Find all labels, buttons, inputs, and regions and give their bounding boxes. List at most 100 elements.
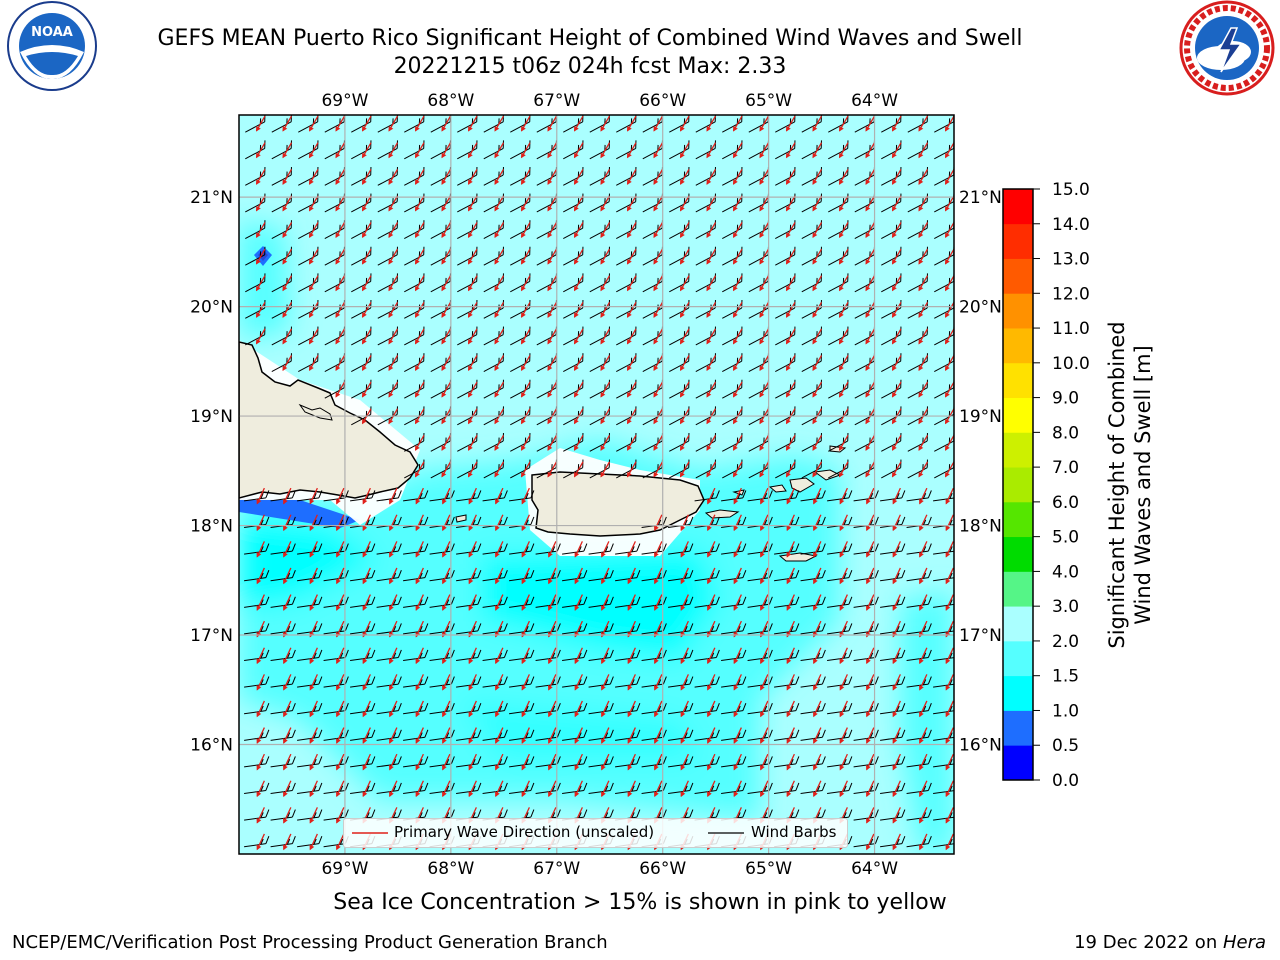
wave-arrow [944, 461, 954, 478]
wave-arrow [786, 753, 795, 771]
wave-arrow [919, 727, 928, 744]
wave-arrow [786, 674, 795, 691]
wave-arrow [759, 115, 770, 132]
wave-arrow [892, 780, 901, 798]
wind-barb [827, 623, 853, 635]
wave-arrow [892, 833, 901, 851]
wave-arrow [442, 647, 451, 665]
wind-barb [482, 782, 508, 795]
wave-arrow [441, 115, 452, 132]
wave-arrow [467, 461, 478, 478]
wind-barb [535, 676, 561, 688]
wind-barb [323, 649, 349, 662]
wind-barb [429, 729, 455, 741]
wind-barb [615, 649, 641, 662]
wind-barb [403, 543, 429, 555]
wave-arrow [415, 780, 424, 798]
wave-arrow [255, 168, 266, 185]
wind-barb [668, 596, 694, 608]
wind-barb [853, 490, 879, 502]
lat-tick-label: 19°N [190, 407, 233, 427]
wave-arrow [679, 461, 690, 478]
wave-arrow [362, 753, 371, 771]
wind-barb [297, 623, 323, 635]
wave-arrow [838, 381, 849, 398]
wind-barb [906, 835, 932, 848]
wave-arrow [336, 780, 345, 798]
wave-arrow [812, 168, 823, 185]
wave-arrow [732, 275, 743, 292]
wave-arrow [389, 727, 398, 744]
wave-arrow [414, 355, 425, 372]
wave-arrow [547, 115, 558, 132]
wave-arrow [573, 195, 584, 212]
wind-barb [641, 756, 667, 768]
wave-arrow [866, 674, 875, 691]
wind-barb [933, 732, 954, 741]
wind-barb [323, 756, 349, 768]
wave-arrow [573, 381, 584, 398]
wave-arrow [945, 727, 954, 744]
wave-arrow [256, 514, 265, 532]
wave-arrow [865, 142, 876, 159]
wave-arrow [521, 753, 530, 771]
wave-arrow [759, 328, 770, 345]
wave-arrow [785, 248, 796, 265]
wind-barb [244, 702, 270, 715]
wave-arrow [414, 195, 425, 212]
wind-barb [880, 835, 906, 848]
wave-arrow [494, 115, 505, 132]
wave-arrow [256, 647, 265, 665]
wave-arrow [521, 700, 530, 718]
wind-barb [721, 596, 747, 608]
wave-arrow [600, 461, 611, 478]
wave-arrow [494, 355, 505, 372]
wind-barb [933, 838, 954, 848]
wave-arrow [521, 514, 530, 532]
wind-barb [482, 676, 508, 688]
wave-arrow [680, 567, 689, 585]
wave-arrow [944, 195, 954, 212]
wave-arrow [309, 594, 318, 611]
wave-arrow [759, 275, 770, 292]
wind-barb [721, 649, 747, 662]
wind-barb [853, 623, 879, 635]
wave-arrow [654, 780, 663, 798]
wave-arrow [601, 780, 610, 798]
colorbar-tick-label: 13.0 [1052, 250, 1090, 270]
wind-barb [350, 569, 376, 582]
wind-barb [774, 569, 800, 582]
wave-arrow [786, 541, 795, 558]
wave-arrow [679, 195, 690, 212]
wave-arrow [626, 168, 637, 185]
wave-arrow [521, 487, 530, 505]
wave-arrow [467, 168, 478, 185]
wave-arrow [918, 115, 929, 132]
wind-barb [350, 756, 376, 768]
wave-arrow [839, 727, 848, 744]
wave-arrow [918, 195, 929, 212]
wave-arrow [892, 647, 901, 665]
wind-barb [270, 756, 296, 768]
wave-arrow [626, 222, 637, 239]
wind-barb [244, 596, 270, 608]
wave-arrow [918, 301, 929, 318]
wave-arrow [467, 275, 478, 292]
wind-barb [297, 782, 323, 795]
wave-arrow [839, 647, 848, 665]
wave-arrow [759, 248, 770, 265]
wave-arrow [813, 727, 822, 744]
wave-arrow [574, 780, 583, 798]
wind-barb [933, 546, 954, 555]
wave-arrow [441, 461, 452, 478]
wave-arrow [680, 674, 689, 691]
wind-barb [456, 596, 482, 608]
wave-arrow [308, 355, 319, 372]
wind-barb [482, 756, 508, 768]
wave-arrow [308, 328, 319, 345]
wind-barb [323, 569, 349, 582]
wave-arrow [255, 301, 266, 318]
wave-arrow [600, 328, 611, 345]
wind-barb [456, 569, 482, 582]
wave-arrow [944, 355, 954, 372]
